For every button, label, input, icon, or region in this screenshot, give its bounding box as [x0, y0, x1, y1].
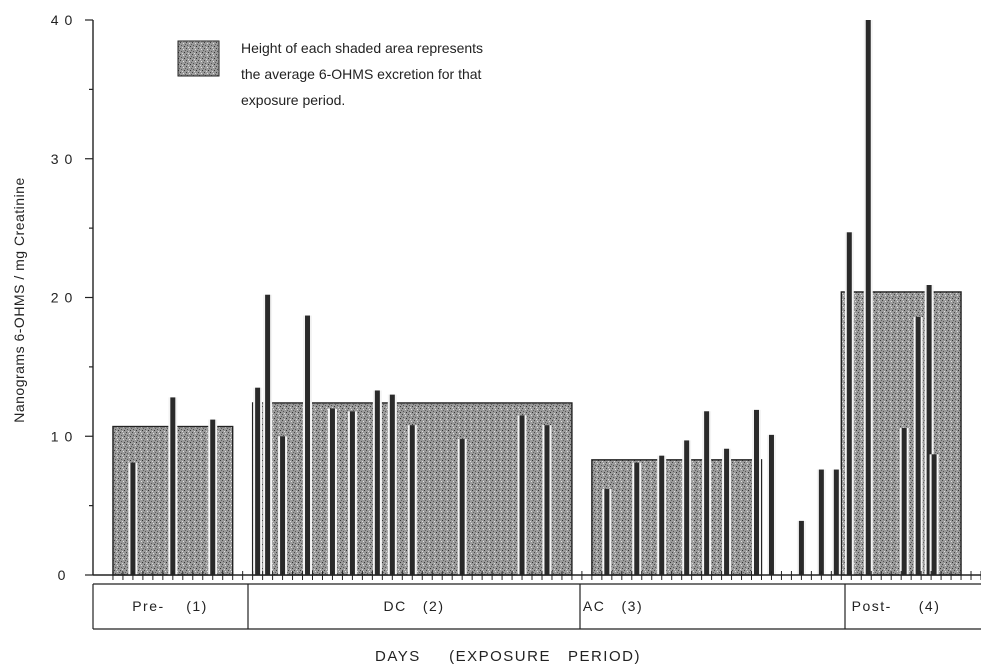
- daily-value-bars: [128, 20, 939, 575]
- daily-bar: [901, 427, 907, 575]
- daily-bar: [865, 20, 871, 575]
- period-label-band: Pre- (1) DC (2) AC (3) Post- (4): [92, 583, 981, 630]
- daily-bar: [255, 387, 261, 575]
- daily-bar: [519, 415, 525, 575]
- daily-bar: [349, 411, 355, 575]
- y-tick-label: 3 0: [51, 151, 73, 167]
- daily-bar: [768, 434, 774, 575]
- period-label-pre: Pre- (1): [132, 598, 208, 614]
- daily-bar: [459, 439, 465, 575]
- daily-bar: [544, 425, 550, 575]
- daily-bar: [846, 232, 852, 575]
- daily-bar: [305, 315, 311, 575]
- period-label-ac: AC (3): [583, 598, 643, 614]
- daily-bar: [754, 409, 760, 575]
- daily-bar: [798, 520, 804, 575]
- y-tick-label: 4 0: [51, 12, 73, 28]
- y-tick-label: 1 0: [51, 428, 73, 444]
- legend-swatch: [177, 40, 220, 77]
- legend-line-2: the average 6-OHMS excretion for that: [241, 66, 482, 82]
- y-axis-ticks: [85, 19, 93, 576]
- daily-bar: [915, 316, 921, 575]
- x-axis-label: DAYS (EXPOSURE PERIOD): [375, 648, 641, 665]
- daily-bar: [634, 462, 640, 575]
- y-tick-label: 0: [58, 567, 67, 583]
- period-label-post: Post- (4): [852, 598, 941, 614]
- daily-bar: [409, 425, 415, 575]
- daily-bar: [818, 469, 824, 575]
- daily-bar: [170, 397, 176, 575]
- daily-bar: [329, 408, 335, 575]
- daily-bar: [724, 448, 730, 575]
- daily-bar: [833, 469, 839, 575]
- y-axis-tick-labels: 0 1 0 2 0 3 0 4 0: [51, 12, 73, 583]
- daily-bar: [604, 488, 610, 575]
- daily-bar: [704, 411, 710, 575]
- daily-bar: [684, 440, 690, 575]
- x-axis-day-ticks: [112, 571, 981, 580]
- daily-bar: [265, 294, 271, 575]
- daily-bar: [389, 394, 395, 575]
- daily-bar: [931, 454, 937, 575]
- period-average-area: [591, 459, 763, 576]
- legend-line-1: Height of each shaded area represents: [241, 40, 483, 56]
- daily-bar: [659, 455, 665, 575]
- legend-line-3: exposure period.: [241, 92, 345, 108]
- daily-bar: [280, 436, 286, 575]
- y-axis-label: Nanograms 6-OHMS / mg Creatinine: [11, 177, 27, 423]
- daily-bar: [130, 462, 136, 575]
- daily-bar: [374, 390, 380, 575]
- daily-bar: [210, 419, 216, 575]
- daily-bar: [926, 285, 932, 575]
- period-label-dc: DC (2): [384, 598, 445, 614]
- y-tick-label: 2 0: [51, 290, 73, 306]
